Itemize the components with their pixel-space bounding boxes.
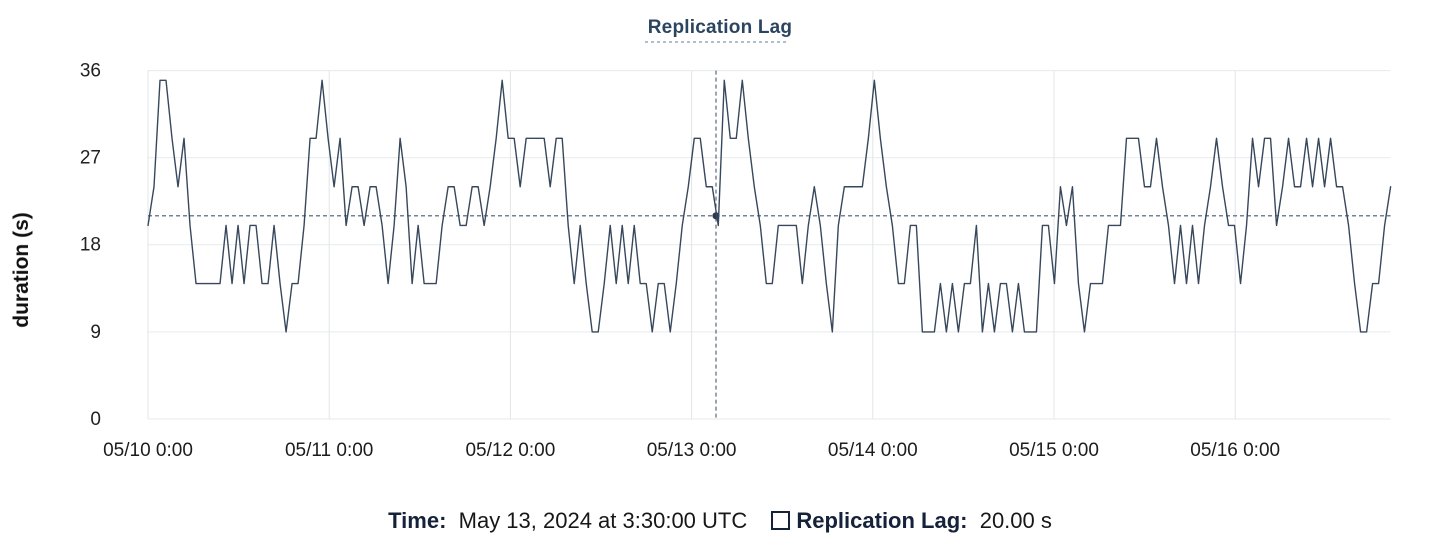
- svg-text:9: 9: [90, 322, 101, 343]
- svg-text:05/15 0:00: 05/15 0:00: [1009, 440, 1099, 461]
- svg-text:27: 27: [80, 148, 101, 169]
- svg-text:05/16 0:00: 05/16 0:00: [1190, 440, 1280, 461]
- svg-text:05/12 0:00: 05/12 0:00: [465, 440, 555, 461]
- svg-text:0: 0: [90, 409, 101, 430]
- svg-text:05/11 0:00: 05/11 0:00: [285, 440, 373, 461]
- svg-text:18: 18: [80, 235, 101, 256]
- svg-text:05/10 0:00: 05/10 0:00: [103, 440, 193, 461]
- svg-text:05/14 0:00: 05/14 0:00: [828, 440, 918, 461]
- svg-text:36: 36: [80, 61, 101, 82]
- svg-text:05/13 0:00: 05/13 0:00: [647, 440, 737, 461]
